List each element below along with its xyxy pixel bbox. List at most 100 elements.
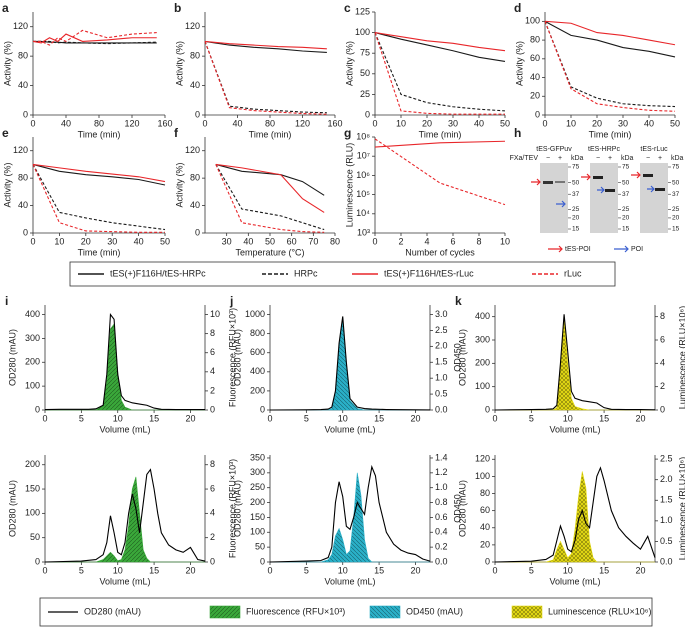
x-tick-label: 10 [113,565,123,575]
y-tick-label: 20 [480,539,490,549]
panel-label: j [229,294,233,308]
y-tick-label: 0 [535,109,540,119]
y-tick-label: 1000 [245,309,265,319]
x-axis-label: Volume (mL) [99,424,150,434]
y2-tick-label: 2.0 [435,341,448,351]
marker-label: 15 [672,226,680,233]
y2-axis-label: Luminescence (RLU×10⁶) [677,306,685,410]
y-tick-label: 350 [250,452,265,462]
x-tick-label: 20 [635,565,645,575]
y2-axis-label: Fluorescence (RFU×10³) [227,459,237,558]
y-tick-label: 50 [30,532,40,542]
x-tick-label: 0 [202,118,207,128]
y-tick-label: 100 [475,381,490,391]
blot-lane-label: − [646,155,650,162]
y2-tick-label: 8 [660,311,665,321]
y2-axis-label: OD450 [452,343,462,372]
x-axis-label: Volume (mL) [549,424,600,434]
y2-tick-label: 2.0 [660,474,673,484]
y2-tick-label: 1.0 [435,373,448,383]
x-tick-label: 20 [592,118,602,128]
line [544,21,676,108]
x-tick-label: 0 [267,565,272,575]
blot-legend-label: POI [631,246,643,253]
y-axis-label: OD280 (mAU) [457,329,467,386]
panel-label: d [514,1,521,15]
x-tick-label: 20 [422,118,432,128]
x-tick-label: 10 [563,413,573,423]
area [45,476,205,563]
x-tick-label: 5 [529,565,534,575]
y-tick-label: 0 [35,404,40,414]
marker-label: 25 [572,206,580,213]
y2-tick-label: 0 [210,556,215,566]
y2-tick-label: 0.5 [660,536,673,546]
blot-title: tES-GFPuv [536,146,572,153]
y-axis-label: Activity (%) [514,41,524,86]
x-tick-label: 10 [566,118,576,128]
legend-label: Fluorescence (RFU×10³) [246,606,345,616]
y-axis-label: OD280 (mAU) [232,329,242,386]
x-tick-label: 20 [81,236,91,246]
line [204,41,327,115]
y-tick-label: 100 [250,527,265,537]
x-tick-label: 0 [372,118,377,128]
y2-tick-label: 3.0 [435,309,448,319]
y2-axis-label: Fluorescence (RFU×10³) [227,308,237,407]
y-tick-label: 25 [360,89,370,99]
y2-axis-label: Luminescence (RLU×10⁶) [677,457,685,561]
axis-line [44,455,206,563]
y-tick-label: 800 [250,328,265,338]
y-tick-label: 120 [185,21,200,31]
x-tick-label: 10 [563,565,573,575]
x-tick-label: 40 [232,118,242,128]
legend-swatch [369,605,401,619]
line [374,140,506,148]
line [269,316,431,411]
y2-tick-label: 1.2 [435,467,448,477]
line [44,468,206,563]
y2-tick-label: 8 [210,459,215,469]
y2-tick-label: 6 [660,334,665,344]
y-axis-label: OD280 (mAU) [457,480,467,537]
marker-label: 20 [572,215,580,222]
blot-unit: kDa [671,155,684,162]
y2-tick-label: 0.4 [435,527,448,537]
marker-label: 50 [672,179,680,186]
line [32,163,166,183]
legend-box [69,261,616,287]
x-axis-label: Time (min) [78,129,121,139]
x-tick-label: 0 [542,118,547,128]
x-tick-label: 0 [372,236,377,246]
panel-label: f [174,126,179,140]
marker-label: 50 [572,179,580,186]
marker-label: 25 [622,206,630,213]
y-tick-label: 100 [25,508,40,518]
legend-label: tES(+)F116H/tES-HRPc [110,268,206,278]
y-tick-label: 80 [18,173,28,183]
y-tick-label: 80 [190,173,200,183]
y-tick-label: 250 [250,482,265,492]
y2-tick-label: 6 [210,483,215,493]
line [374,32,506,52]
line [494,314,656,411]
y-tick-label: 60 [530,53,540,63]
line [374,32,506,112]
panel-label: i [5,294,8,308]
axis-line [32,137,165,234]
y2-axis-label: OD450 [452,494,462,523]
blot-images [531,163,668,253]
y-tick-label: 0 [485,556,490,566]
x-tick-label: 30 [107,236,117,246]
blot-lane-label: + [658,155,662,162]
y2-tick-label: 8 [210,328,215,338]
x-tick-label: 15 [599,413,609,423]
y-tick-label: 10³ [357,227,370,237]
panel-label: k [455,294,462,308]
x-tick-label: 10 [500,236,510,246]
x-axis-label: Number of cycles [405,247,475,257]
x-tick-label: 5 [79,565,84,575]
x-axis-label: Volume (mL) [99,576,150,586]
y2-tick-label: 0.6 [435,512,448,522]
